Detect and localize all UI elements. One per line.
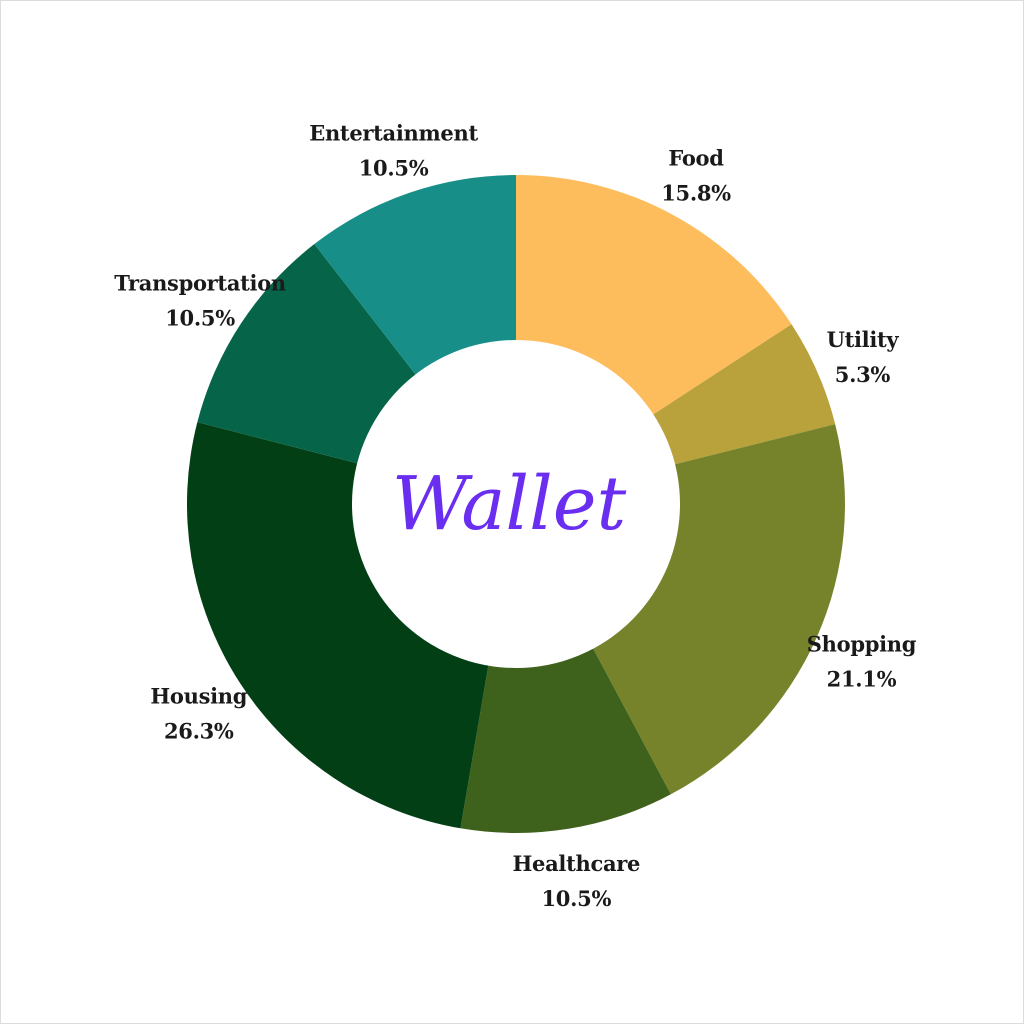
slice-label-entertainment: Entertainment [309, 120, 478, 145]
labels-group: Food 15.8% Utility 5.3% Shopping 21.1% Healthc… [114, 120, 917, 911]
slice-label-transportation: Transportation [114, 270, 286, 295]
slice-label-housing: Housing [150, 684, 247, 709]
slice-value-healthcare: 10.5% [542, 886, 612, 911]
slice-value-shopping: 21.1% [827, 666, 897, 691]
slice-value-utility: 5.3% [835, 362, 891, 387]
slice-label-healthcare: Healthcare [513, 851, 641, 876]
slice-value-entertainment: 10.5% [359, 155, 429, 180]
slice-value-food: 15.8% [661, 181, 731, 206]
donut-hole [352, 340, 680, 668]
center-label: Wallet [392, 461, 627, 547]
slice-label-shopping: Shopping [807, 631, 917, 656]
slice-label-food: Food [668, 146, 724, 171]
slice-label-utility: Utility [827, 327, 900, 352]
slice-value-housing: 26.3% [164, 719, 234, 744]
slice-value-transportation: 10.5% [165, 305, 235, 330]
